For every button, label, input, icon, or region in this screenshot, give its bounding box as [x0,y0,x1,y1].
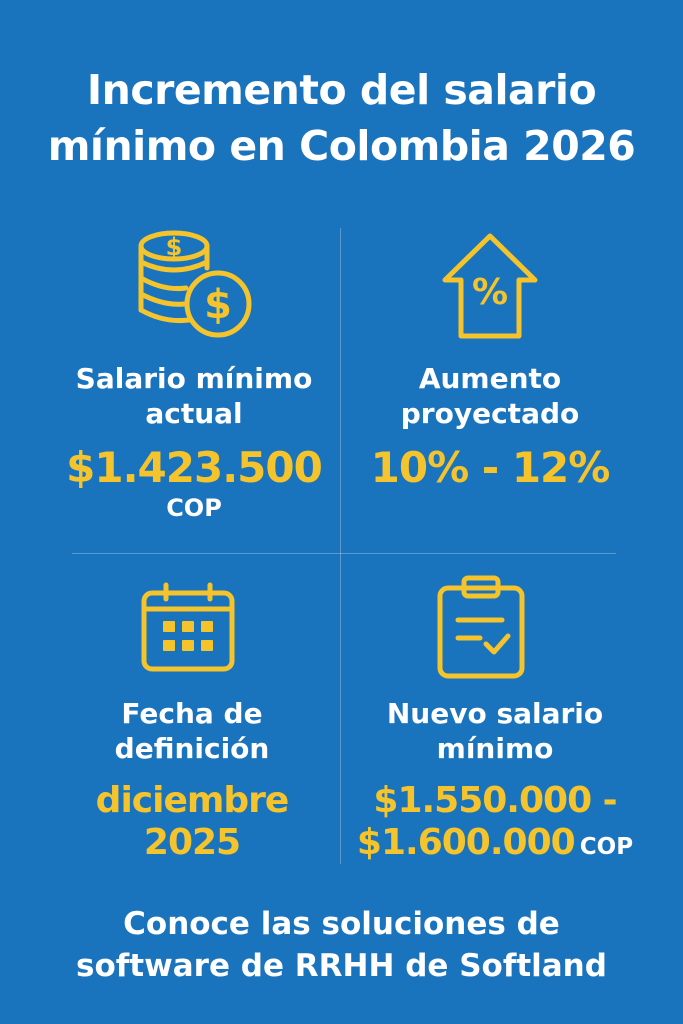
house-percent-icon: % [442,233,538,339]
increase-label-2: proyectado [400,397,580,430]
card-current-salary: Salario mínimo actual $1.423.500 COP [44,361,344,523]
current-salary-label-2: actual [145,397,243,430]
clipboard-check-icon [437,575,525,679]
current-salary-unit: COP [166,494,222,522]
title-line-1: Incremento del salario [86,66,597,114]
footer-line-1: Conoce las soluciones de [123,906,560,942]
new-salary-value-row: $1.600.000 COP [340,822,650,870]
svg-text:%: % [472,272,508,313]
svg-text:$: $ [204,282,232,328]
horizontal-divider [72,553,616,554]
new-salary-unit: COP [579,834,634,860]
new-salary-label-1: Nuevo salario [386,697,604,730]
calendar-icon [141,582,235,672]
current-salary-value: $1.423.500 [66,443,323,492]
svg-text:$: $ [166,233,183,261]
new-salary-label-2: mínimo [436,732,554,765]
footer-line-2: software de RRHH de Softland [76,948,607,984]
card-new-salary: Nuevo salario mínimo $1.550.000 - $1.600… [340,696,650,870]
date-label-1: Fecha de [121,697,263,730]
card-projected-increase: Aumento proyectado 10% - 12% [340,361,640,493]
footer-cta: Conoce las soluciones de software de RRH… [0,903,683,987]
card-definition-date: Fecha de definición diciembre 2025 [42,696,342,864]
date-label-2: definición [114,732,270,765]
date-value-2: 2025 [143,822,241,863]
vertical-divider [340,228,341,864]
new-salary-value-2: $1.600.000 [356,822,576,863]
coins-dollar-icon: $ $ [138,230,252,338]
increase-value: 10% - 12% [370,443,611,492]
current-salary-label-1: Salario mínimo [75,362,313,395]
page-title: Incremento del salario mínimo en Colombi… [0,62,683,174]
date-value-1: diciembre [95,780,290,821]
increase-label-1: Aumento [418,362,562,395]
new-salary-value-1: $1.550.000 - [373,780,617,821]
title-line-2: mínimo en Colombia 2026 [47,122,636,170]
